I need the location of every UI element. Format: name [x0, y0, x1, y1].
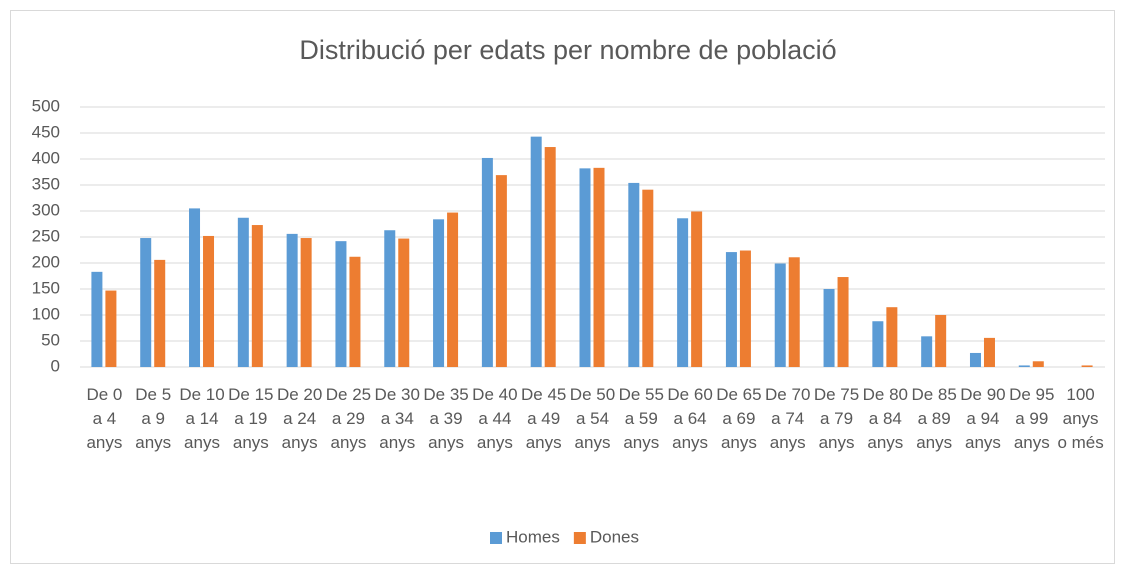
x-tick-label: De 20 a 24 anys: [276, 385, 323, 452]
x-tick-label: De 75 a 79 anys: [813, 385, 860, 452]
bar: [481, 157, 493, 367]
y-tick-label: 250: [32, 226, 60, 245]
x-tick-label: De 65 a 69 anys: [716, 385, 762, 452]
y-tick-label: 100: [32, 304, 60, 323]
bar: [433, 219, 445, 367]
x-tick-label: De 15 a 19 anys: [228, 385, 274, 452]
bar: [91, 271, 103, 367]
x-tick-label: De 5 a 9 anys: [135, 385, 172, 452]
bar: [872, 321, 884, 367]
bar: [691, 211, 703, 367]
bar: [495, 175, 507, 367]
x-tick-label: De 10 a 14 anys: [179, 385, 225, 452]
x-tick-label: De 55 a 59 anys: [618, 385, 664, 452]
bar: [739, 250, 751, 367]
x-tick-label: De 40 a 44 anys: [472, 385, 518, 452]
chart-title: Distribució per edats per nombre de pobl…: [299, 35, 836, 65]
x-tick-label: De 50 a 54 anys: [569, 385, 616, 452]
bar: [774, 263, 786, 367]
bar: [335, 241, 347, 367]
bar: [921, 336, 933, 367]
bar: [1018, 365, 1030, 367]
x-tick-label: De 45 a 49 anys: [520, 385, 567, 452]
y-tick-label: 150: [32, 278, 60, 297]
legend-label: Dones: [590, 527, 639, 546]
bar: [398, 238, 410, 367]
bar: [447, 212, 459, 367]
bar: [969, 352, 981, 367]
y-tick-label: 300: [32, 200, 60, 219]
y-tick-label: 400: [32, 148, 60, 167]
bar: [251, 225, 263, 367]
legend-swatch: [573, 532, 586, 544]
bar: [384, 230, 396, 367]
bar: [788, 257, 800, 367]
bar: [203, 235, 215, 367]
x-tick-label: De 80 a 84 anys: [862, 385, 909, 452]
chart-border: [10, 10, 1115, 564]
x-tick-label: De 95 a 99 anys: [1009, 385, 1055, 452]
bar: [237, 217, 249, 367]
bar: [983, 337, 995, 367]
bar: [189, 208, 201, 367]
bar: [1032, 361, 1044, 367]
bar: [725, 252, 737, 367]
x-tick-label: De 0 a 4 anys: [86, 385, 123, 452]
bar: [628, 182, 640, 367]
bar: [140, 238, 152, 367]
y-tick-label: 450: [32, 122, 60, 141]
bar: [886, 307, 898, 367]
bar: [300, 238, 312, 367]
bar: [579, 168, 591, 367]
bar: [154, 259, 166, 367]
x-tick-label: De 85 a 89 anys: [911, 385, 957, 452]
bar: [593, 167, 605, 367]
x-tick-label: De 70 a 74 anys: [765, 385, 811, 452]
bar: [349, 256, 361, 367]
x-tick-label: De 30 a 34 anys: [374, 385, 420, 452]
bar: [837, 277, 849, 367]
bar: [823, 289, 835, 367]
bar: [530, 136, 542, 367]
bar: [935, 315, 947, 367]
bar: [544, 147, 556, 367]
bar: [677, 218, 689, 367]
legend-swatch: [490, 532, 502, 544]
x-tick-label: De 25 a 29 anys: [325, 385, 372, 452]
bar: [642, 189, 654, 367]
x-tick-label: De 60 a 64 anys: [667, 385, 713, 452]
y-tick-label: 200: [32, 252, 60, 271]
y-tick-label: 0: [51, 356, 60, 375]
y-tick-label: 50: [41, 330, 60, 349]
x-tick-label: De 35 a 39 anys: [423, 385, 469, 452]
y-tick-label: 350: [32, 174, 60, 193]
bar: [1081, 365, 1093, 367]
x-tick-label: 100 anys o més: [1057, 385, 1104, 452]
bar: [105, 290, 117, 367]
x-tick-label: De 90 a 94 anys: [960, 385, 1006, 452]
y-tick-label: 500: [32, 96, 60, 115]
legend-label: Homes: [506, 527, 560, 546]
bar: [286, 233, 298, 367]
